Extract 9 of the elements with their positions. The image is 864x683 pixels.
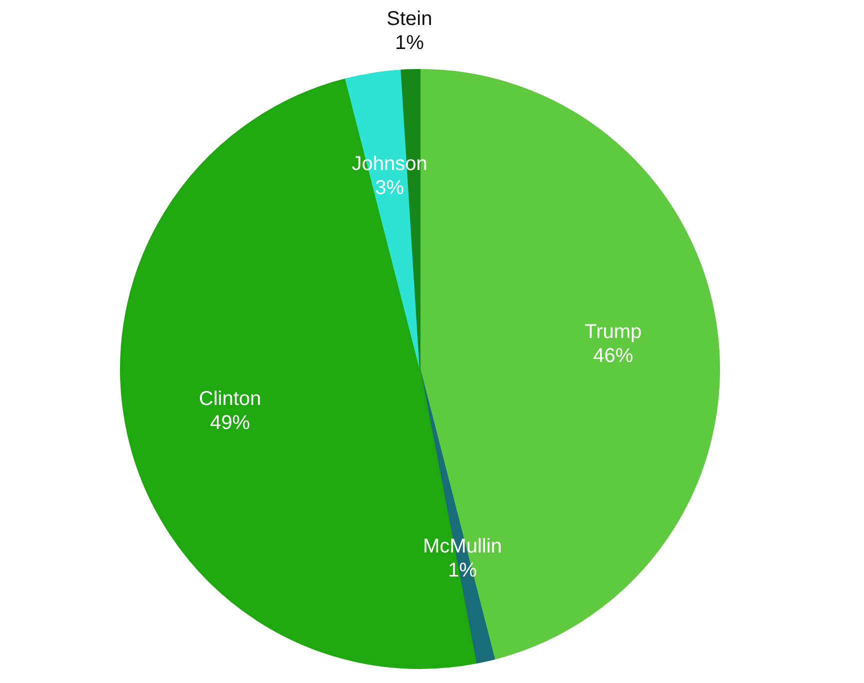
data-label: 1% [394, 32, 424, 54]
data-label: 3% [375, 177, 404, 200]
data-label: 1% [448, 560, 478, 582]
slice-label: McMullin [423, 536, 502, 558]
slice-label: Stein [386, 8, 432, 30]
data-label: 46% [593, 345, 634, 368]
slice-label: Clinton [198, 388, 262, 410]
data-label: 49% [210, 412, 250, 434]
slice-label: Trump [584, 321, 642, 344]
